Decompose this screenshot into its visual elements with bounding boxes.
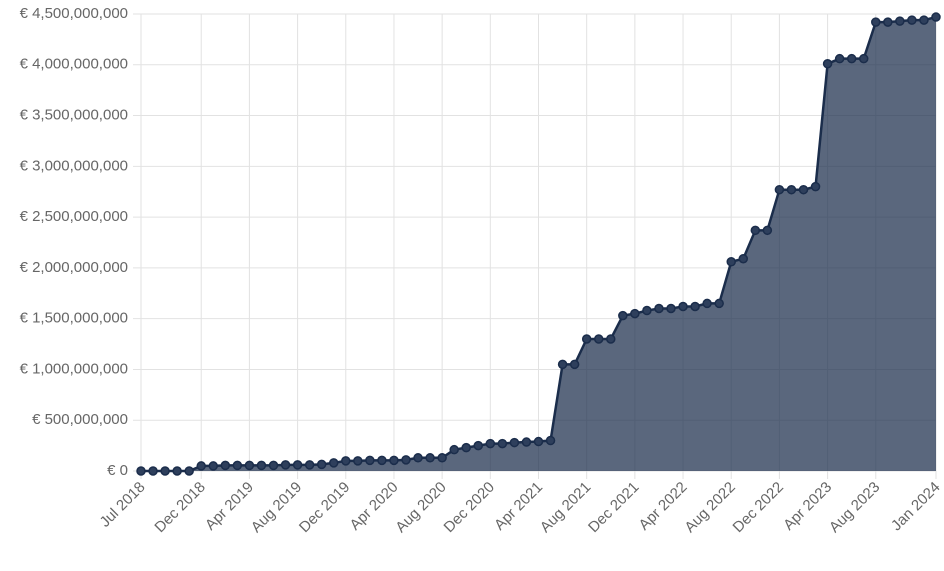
point	[678, 301, 688, 312]
point	[160, 466, 170, 476]
y-tick-label: € 500,000,000	[32, 411, 128, 428]
point	[473, 440, 484, 451]
area	[141, 17, 936, 472]
point	[871, 17, 881, 27]
point	[569, 359, 580, 370]
y-tick-label: € 2,500,000,000	[20, 208, 128, 225]
point	[822, 59, 833, 69]
point	[521, 437, 532, 447]
point	[750, 225, 761, 236]
point	[220, 460, 231, 471]
point	[654, 303, 664, 314]
point	[738, 253, 749, 264]
y-tick-label: € 3,000,000,000	[20, 157, 128, 174]
point	[858, 53, 869, 64]
point	[413, 453, 423, 463]
point	[642, 305, 652, 316]
point	[726, 257, 736, 267]
point	[702, 298, 712, 309]
point	[931, 12, 941, 22]
y-tick-label: € 1,000,000,000	[20, 360, 128, 377]
point	[232, 460, 243, 471]
point	[774, 184, 785, 195]
point	[425, 453, 435, 463]
point	[834, 53, 845, 64]
point	[461, 442, 471, 453]
y-tick-label: € 4,000,000,000	[20, 56, 128, 73]
point	[666, 303, 676, 314]
point	[365, 455, 375, 466]
point	[208, 461, 219, 471]
y-tick-label: € 1,500,000,000	[20, 310, 128, 327]
point	[485, 438, 496, 449]
point	[256, 460, 267, 471]
point	[509, 437, 520, 448]
point	[497, 438, 508, 449]
point	[268, 460, 279, 471]
x-tick-label: Dec 2021	[585, 479, 642, 536]
point	[184, 466, 194, 476]
point	[762, 225, 773, 236]
point	[883, 17, 893, 27]
y-tick-label: € 4,500,000,000	[20, 5, 128, 22]
point	[377, 455, 387, 466]
y-tick-label: € 2,000,000,000	[20, 259, 128, 276]
point	[798, 184, 809, 195]
point	[593, 334, 604, 344]
point	[172, 466, 182, 476]
x-tick-label: Aug 2022	[681, 479, 738, 536]
point	[606, 334, 616, 344]
point	[316, 459, 327, 470]
point	[244, 460, 255, 471]
point	[618, 310, 628, 321]
point	[907, 15, 917, 25]
point	[196, 461, 206, 471]
point	[437, 453, 447, 463]
x-tick-label: Dec 2020	[441, 479, 498, 536]
point	[846, 53, 857, 64]
point	[714, 298, 724, 309]
point	[136, 466, 146, 476]
x-tick-label: Jul 2018	[97, 479, 149, 531]
y-tick-label: € 0	[107, 462, 128, 479]
point	[389, 455, 399, 466]
y-tick-label: € 3,500,000,000	[20, 107, 128, 124]
point	[148, 466, 158, 476]
point	[304, 460, 315, 470]
point	[895, 16, 905, 26]
x-tick-label: Dec 2018	[151, 479, 208, 536]
point	[280, 460, 291, 470]
point	[292, 460, 303, 470]
point	[630, 308, 640, 319]
point	[545, 435, 556, 446]
point	[919, 15, 929, 25]
point	[341, 456, 351, 466]
x-tick-label: Aug 2021	[537, 479, 594, 536]
x-tick-label: Aug 2023	[826, 479, 883, 536]
point	[786, 184, 797, 195]
x-tick-label: Aug 2020	[392, 479, 449, 536]
point	[533, 436, 544, 447]
point	[449, 444, 459, 455]
point	[690, 301, 700, 312]
point	[810, 181, 821, 192]
x-tick-label: Dec 2022	[730, 479, 787, 536]
x-tick-label: Aug 2019	[248, 479, 305, 536]
point	[581, 334, 592, 344]
x-tick-label: Dec 2019	[296, 479, 353, 536]
x-tick-label: Jan 2024	[888, 479, 944, 535]
point	[353, 456, 363, 466]
point	[328, 458, 339, 468]
point	[557, 359, 568, 370]
point	[401, 455, 411, 465]
